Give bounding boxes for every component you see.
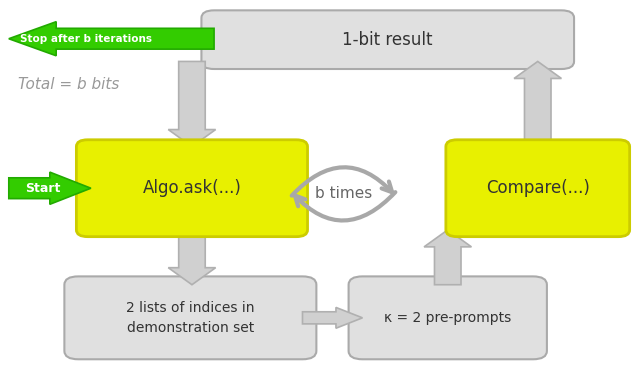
Text: Stop after b iterations: Stop after b iterations: [20, 34, 152, 44]
Polygon shape: [303, 308, 362, 328]
Polygon shape: [168, 230, 216, 285]
FancyBboxPatch shape: [446, 140, 630, 237]
Text: Compare(...): Compare(...): [486, 179, 589, 197]
Polygon shape: [168, 61, 216, 147]
Text: Total = b bits: Total = b bits: [18, 77, 120, 92]
Polygon shape: [514, 61, 561, 147]
Polygon shape: [9, 22, 214, 56]
Text: Algo.ask(...): Algo.ask(...): [143, 179, 241, 197]
Polygon shape: [424, 230, 472, 285]
FancyBboxPatch shape: [202, 10, 574, 69]
Text: b times: b times: [315, 186, 372, 201]
Text: 1-bit result: 1-bit result: [342, 31, 433, 49]
FancyBboxPatch shape: [76, 140, 308, 237]
Polygon shape: [9, 172, 91, 204]
Text: 2 lists of indices in
demonstration set: 2 lists of indices in demonstration set: [126, 301, 255, 334]
Text: κ = 2 pre-prompts: κ = 2 pre-prompts: [384, 311, 511, 325]
Text: Start: Start: [25, 182, 60, 195]
FancyBboxPatch shape: [65, 276, 316, 359]
FancyBboxPatch shape: [349, 276, 547, 359]
